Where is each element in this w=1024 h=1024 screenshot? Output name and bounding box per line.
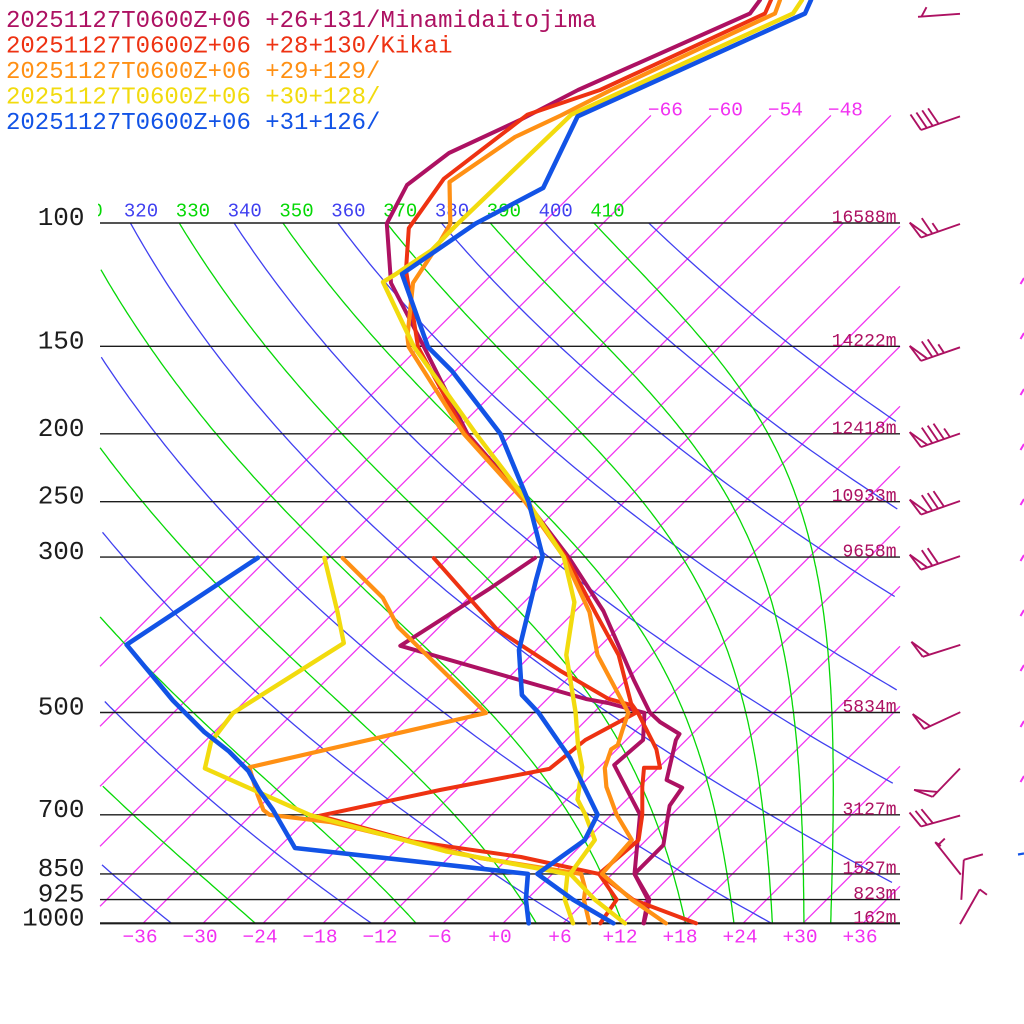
svg-text:16588m: 16588m (832, 209, 897, 229)
svg-text:+6: +6 (548, 927, 571, 949)
svg-text:20251127T0600Z+06 +28+130/Kika: 20251127T0600Z+06 +28+130/Kikai (6, 34, 452, 61)
svg-text:14222m: 14222m (832, 332, 897, 352)
svg-text:320: 320 (124, 201, 158, 223)
svg-text:20251127T0600Z+06 +30+128/: 20251127T0600Z+06 +30+128/ (6, 85, 380, 112)
svg-text:200: 200 (38, 414, 85, 444)
svg-text:350: 350 (279, 201, 313, 223)
svg-text:+0: +0 (488, 927, 511, 949)
svg-text:−66: −66 (648, 100, 683, 122)
svg-text:5834m: 5834m (842, 698, 896, 718)
svg-text:150: 150 (38, 326, 85, 356)
svg-text:20251127T0600Z+06 +31+126/: 20251127T0600Z+06 +31+126/ (6, 110, 380, 137)
svg-text:100: 100 (38, 203, 85, 233)
svg-text:400: 400 (539, 201, 573, 223)
svg-text:20251127T0600Z+06 +26+131/Mina: 20251127T0600Z+06 +26+131/Minamidaitojim… (6, 8, 597, 35)
svg-text:410: 410 (590, 201, 624, 223)
svg-text:+12: +12 (602, 927, 637, 949)
svg-text:500: 500 (38, 693, 85, 723)
svg-text:700: 700 (38, 795, 85, 825)
svg-text:1527m: 1527m (842, 859, 896, 879)
svg-text:−30: −30 (182, 927, 217, 949)
svg-text:300: 300 (38, 537, 85, 567)
svg-text:−36: −36 (122, 927, 157, 949)
svg-text:850: 850 (38, 854, 85, 884)
svg-text:+18: +18 (662, 927, 697, 949)
svg-text:+36: +36 (842, 927, 877, 949)
svg-text:−24: −24 (242, 927, 277, 949)
svg-text:250: 250 (38, 482, 85, 512)
svg-text:12418m: 12418m (832, 419, 897, 439)
svg-text:823m: 823m (853, 885, 896, 905)
svg-text:925: 925 (38, 880, 85, 910)
svg-text:−6: −6 (428, 927, 451, 949)
svg-text:1000: 1000 (22, 903, 84, 933)
svg-text:3127m: 3127m (842, 800, 896, 820)
svg-text:10933m: 10933m (832, 487, 897, 507)
svg-text:162m: 162m (853, 909, 896, 929)
svg-text:340: 340 (228, 201, 262, 223)
svg-text:−48: −48 (828, 100, 863, 122)
svg-text:−12: −12 (362, 927, 397, 949)
svg-text:20251127T0600Z+06 +29+129/: 20251127T0600Z+06 +29+129/ (6, 59, 380, 86)
svg-text:360: 360 (331, 201, 365, 223)
svg-text:−60: −60 (708, 100, 743, 122)
svg-text:+24: +24 (722, 927, 757, 949)
svg-text:+30: +30 (782, 927, 817, 949)
svg-text:−18: −18 (302, 927, 337, 949)
svg-text:330: 330 (176, 201, 210, 223)
svg-text:9658m: 9658m (842, 543, 896, 563)
svg-text:310: 310 (69, 201, 103, 223)
svg-text:−54: −54 (768, 100, 803, 122)
